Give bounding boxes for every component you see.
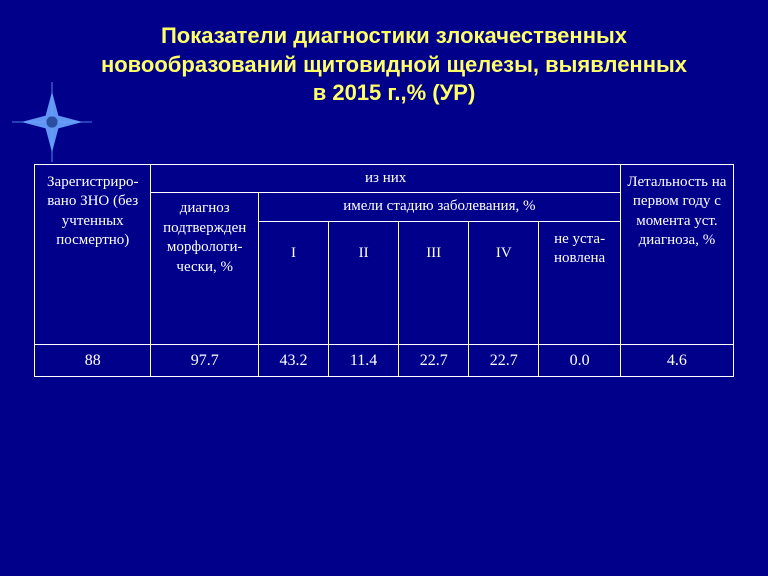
- col-stage-1: I: [258, 221, 328, 344]
- col-registered: Зарегистриро-вано ЗНО (без учтенных посм…: [35, 164, 151, 344]
- col-had-stage: имели стадию заболевания, %: [258, 193, 620, 222]
- cell-stage-notset: 0.0: [539, 344, 620, 376]
- slide-title: Показатели диагностики злокачественных н…: [100, 22, 688, 108]
- cell-lethality: 4.6: [620, 344, 733, 376]
- cell-registered: 88: [35, 344, 151, 376]
- cell-stage-3: 22.7: [399, 344, 469, 376]
- data-table: Зарегистриро-вано ЗНО (без учтенных посм…: [34, 164, 734, 377]
- col-morph-confirmed: диагноз подтвержден морфологи-чески, %: [151, 193, 258, 345]
- col-lethality: Летальность на первом году с момента уст…: [620, 164, 733, 344]
- cell-stage-1: 43.2: [258, 344, 328, 376]
- col-stage-4: IV: [469, 221, 539, 344]
- col-stage-notset: не уста-новлена: [539, 221, 620, 344]
- col-stage-2: II: [329, 221, 399, 344]
- cell-stage-4: 22.7: [469, 344, 539, 376]
- cell-morph: 97.7: [151, 344, 258, 376]
- col-stage-3: III: [399, 221, 469, 344]
- cell-stage-2: 11.4: [329, 344, 399, 376]
- col-of-them: из них: [151, 164, 620, 193]
- table-row: 88 97.7 43.2 11.4 22.7 22.7 0.0 4.6: [35, 344, 734, 376]
- ornament-star: [12, 82, 92, 162]
- data-table-wrap: Зарегистриро-вано ЗНО (без учтенных посм…: [34, 164, 734, 377]
